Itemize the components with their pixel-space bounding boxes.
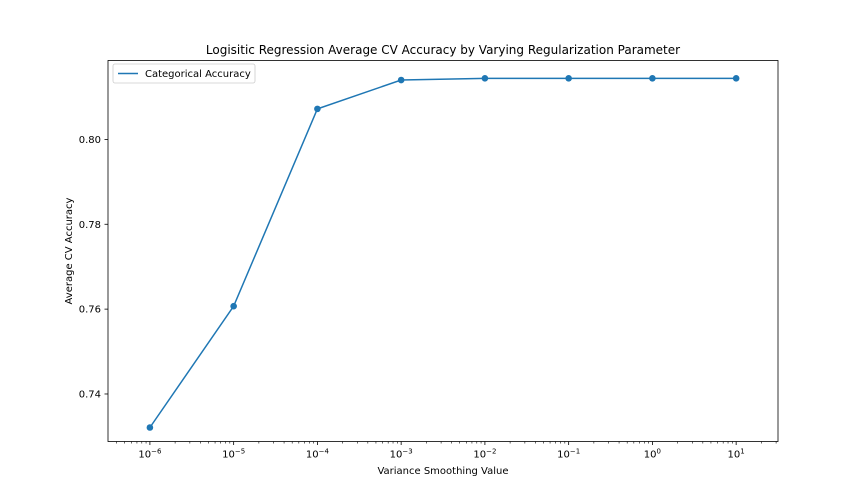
data-point bbox=[230, 302, 237, 310]
y-tick-label: 0.78 bbox=[79, 220, 101, 231]
x-tick-label: 10−4 bbox=[306, 448, 330, 461]
data-point bbox=[314, 105, 321, 113]
data-point bbox=[397, 76, 405, 84]
x-tick-label: 100 bbox=[644, 448, 661, 461]
x-tick-label: 10−1 bbox=[557, 448, 580, 461]
y-tick-label: 0.76 bbox=[79, 305, 101, 316]
series-line bbox=[149, 77, 737, 428]
data-point bbox=[732, 75, 740, 82]
x-tick-label: 101 bbox=[728, 448, 745, 461]
x-axis-label: Variance Smoothing Value bbox=[377, 466, 508, 477]
x-tick-label: 10−5 bbox=[222, 448, 245, 461]
data-point bbox=[565, 75, 572, 82]
plot-area bbox=[107, 60, 779, 442]
y-tick-label: 0.74 bbox=[79, 389, 101, 400]
legend-box bbox=[112, 63, 256, 84]
legend-label: Categorical Accuracy bbox=[145, 69, 251, 80]
legend: Categorical Accuracy bbox=[112, 63, 256, 84]
data-point bbox=[146, 424, 154, 431]
y-axis-label: Average CV Accuracy bbox=[64, 197, 75, 304]
chart-title: Logisitic Regression Average CV Accuracy… bbox=[206, 43, 680, 57]
x-axis: 10−6 10−5 10−4 10−3 10−2 10−1 100 101 bbox=[116, 441, 777, 461]
y-tick-label: 0.80 bbox=[79, 135, 101, 146]
x-tick-label: 10−2 bbox=[473, 448, 496, 461]
series-layer bbox=[146, 75, 740, 431]
data-point bbox=[649, 75, 656, 82]
data-point bbox=[481, 75, 489, 82]
x-tick-label: 10−3 bbox=[390, 448, 413, 461]
y-axis: 0.74 0.76 0.78 0.80 bbox=[79, 135, 108, 400]
x-tick-label: 10−6 bbox=[138, 448, 162, 461]
